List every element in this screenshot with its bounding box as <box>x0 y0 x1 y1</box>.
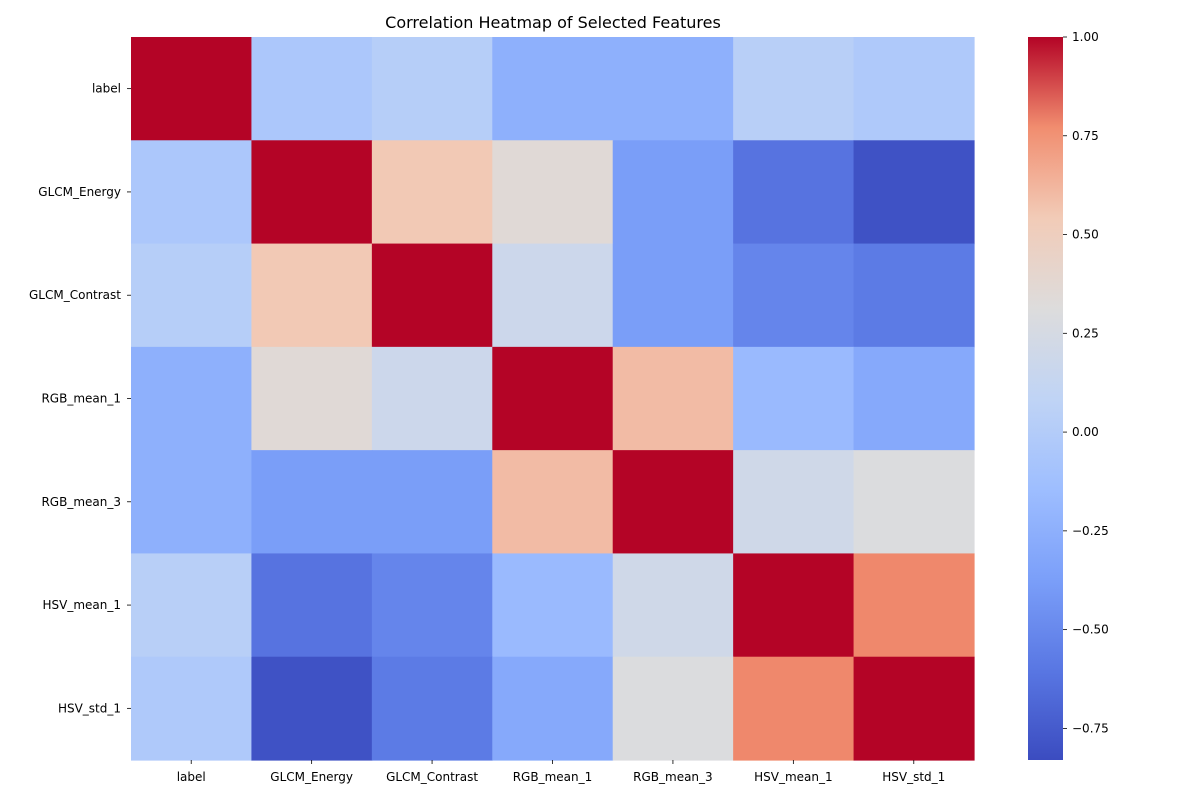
heatmap-cell-label-RGB_mean_3 <box>612 37 734 141</box>
heatmap-cell-HSV_mean_1-RGB_mean_1 <box>492 553 614 658</box>
y-axis-labels: label GLCM_Energy GLCM_Contrast RGB_mean_1 R… <box>29 82 131 715</box>
heatmap-cell-GLCM_Contrast-GLCM_Contrast <box>371 243 493 348</box>
heatmap-cell-GLCM_Contrast-GLCM_Energy <box>251 243 373 348</box>
colorbar-tick-label: 0.25 <box>1072 326 1099 340</box>
heatmap-cell-HSV_std_1-GLCM_Energy <box>251 656 373 761</box>
heatmap-cell-RGB_mean_3-GLCM_Energy <box>251 450 373 555</box>
heatmap-cell-HSV_mean_1-GLCM_Contrast <box>371 553 493 658</box>
x-tick-label: HSV_std_1 <box>882 770 945 784</box>
heatmap-cell-RGB_mean_1-HSV_std_1 <box>853 346 975 451</box>
colorbar-tick-label: −0.25 <box>1072 524 1109 538</box>
x-tick-label: GLCM_Energy <box>270 770 353 784</box>
heatmap-cell-RGB_mean_1-GLCM_Energy <box>251 346 373 451</box>
heatmap-cell-GLCM_Energy-HSV_std_1 <box>853 140 975 245</box>
heatmap-cell-HSV_mean_1-label <box>131 553 253 658</box>
x-tick-label: HSV_mean_1 <box>754 770 833 784</box>
x-tick-label: label <box>177 770 206 784</box>
colorbar-tick-label: 0.00 <box>1072 425 1099 439</box>
y-tick-label: HSV_mean_1 <box>42 598 121 612</box>
y-tick-label: label <box>92 82 121 96</box>
heatmap-cell-HSV_mean_1-GLCM_Energy <box>251 553 373 658</box>
heatmap-cell-RGB_mean_3-HSV_mean_1 <box>733 450 855 555</box>
heatmap-cell-HSV_mean_1-RGB_mean_3 <box>612 553 734 658</box>
heatmap-cell-GLCM_Contrast-HSV_mean_1 <box>733 243 855 348</box>
heatmap-cell-GLCM_Contrast-RGB_mean_1 <box>492 243 614 348</box>
heatmap-cell-label-HSV_std_1 <box>853 37 975 141</box>
heatmap-cell-label-GLCM_Energy <box>251 37 373 141</box>
heatmap-cell-HSV_std_1-HSV_std_1 <box>853 656 975 761</box>
heatmap-cell-RGB_mean_1-RGB_mean_1 <box>492 346 614 451</box>
x-tick-label: RGB_mean_3 <box>633 770 713 784</box>
heatmap-cell-GLCM_Energy-RGB_mean_3 <box>612 140 734 245</box>
y-tick-label: GLCM_Energy <box>38 185 121 199</box>
heatmap-cell-GLCM_Contrast-RGB_mean_3 <box>612 243 734 348</box>
heatmap-cell-label-RGB_mean_1 <box>492 37 614 141</box>
heatmap-cell-RGB_mean_1-GLCM_Contrast <box>371 346 493 451</box>
y-tick-label: HSV_std_1 <box>58 701 121 715</box>
x-axis-labels: label GLCM_Energy GLCM_Contrast RGB_mean_1 R… <box>177 760 945 784</box>
y-tick-label: RGB_mean_1 <box>41 392 121 406</box>
heatmap-cell-RGB_mean_1-label <box>131 346 253 451</box>
heatmap-cell-GLCM_Energy-HSV_mean_1 <box>733 140 855 245</box>
heatmap-cell-GLCM_Energy-label <box>131 140 253 245</box>
chart-title: Correlation Heatmap of Selected Features <box>385 13 721 32</box>
heatmap-cell-HSV_std_1-HSV_mean_1 <box>733 656 855 761</box>
x-tick-label: RGB_mean_1 <box>513 770 593 784</box>
heatmap-cell-HSV_std_1-GLCM_Contrast <box>371 656 493 761</box>
heatmap-cell-HSV_std_1-RGB_mean_1 <box>492 656 614 761</box>
heatmap-cell-HSV_mean_1-HSV_std_1 <box>853 553 975 658</box>
heatmap-cell-GLCM_Energy-GLCM_Contrast <box>371 140 493 245</box>
colorbar-tick-label: −0.50 <box>1072 623 1109 637</box>
y-tick-label: RGB_mean_3 <box>41 495 121 509</box>
heatmap-cell-label-HSV_mean_1 <box>733 37 855 141</box>
colorbar-tick-label: 1.00 <box>1072 30 1099 44</box>
colorbar-tick-label: 0.50 <box>1072 228 1099 242</box>
colorbar-tick-label: 0.75 <box>1072 129 1099 143</box>
heatmap-cell-label-GLCM_Contrast <box>371 37 493 141</box>
colorbar-gradient <box>1028 37 1063 760</box>
heatmap-cell-HSV_mean_1-HSV_mean_1 <box>733 553 855 658</box>
heatmap-cell-label-label <box>131 37 253 141</box>
heatmap-cell-GLCM_Energy-RGB_mean_1 <box>492 140 614 245</box>
colorbar: 1.00 0.75 0.50 0.25 0.00 −0.25 −0.50 −0.75 <box>1028 30 1109 760</box>
colorbar-tick-label: −0.75 <box>1072 721 1109 735</box>
y-tick-label: GLCM_Contrast <box>29 288 121 302</box>
heatmap-cell-RGB_mean_1-HSV_mean_1 <box>733 346 855 451</box>
heatmap-cell-RGB_mean_1-RGB_mean_3 <box>612 346 734 451</box>
heatmap-cell-GLCM_Contrast-HSV_std_1 <box>853 243 975 348</box>
heatmap-cell-GLCM_Energy-GLCM_Energy <box>251 140 373 245</box>
heatmap-cell-HSV_std_1-RGB_mean_3 <box>612 656 734 761</box>
heatmap-cells <box>131 37 975 761</box>
x-tick-label: GLCM_Contrast <box>386 770 478 784</box>
heatmap-cell-RGB_mean_3-HSV_std_1 <box>853 450 975 555</box>
heatmap-cell-RGB_mean_3-RGB_mean_3 <box>612 450 734 555</box>
heatmap-cell-RGB_mean_3-GLCM_Contrast <box>371 450 493 555</box>
heatmap-cell-RGB_mean_3-label <box>131 450 253 555</box>
heatmap-cell-GLCM_Contrast-label <box>131 243 253 348</box>
heatmap-cell-HSV_std_1-label <box>131 656 253 761</box>
heatmap-cell-RGB_mean_3-RGB_mean_1 <box>492 450 614 555</box>
